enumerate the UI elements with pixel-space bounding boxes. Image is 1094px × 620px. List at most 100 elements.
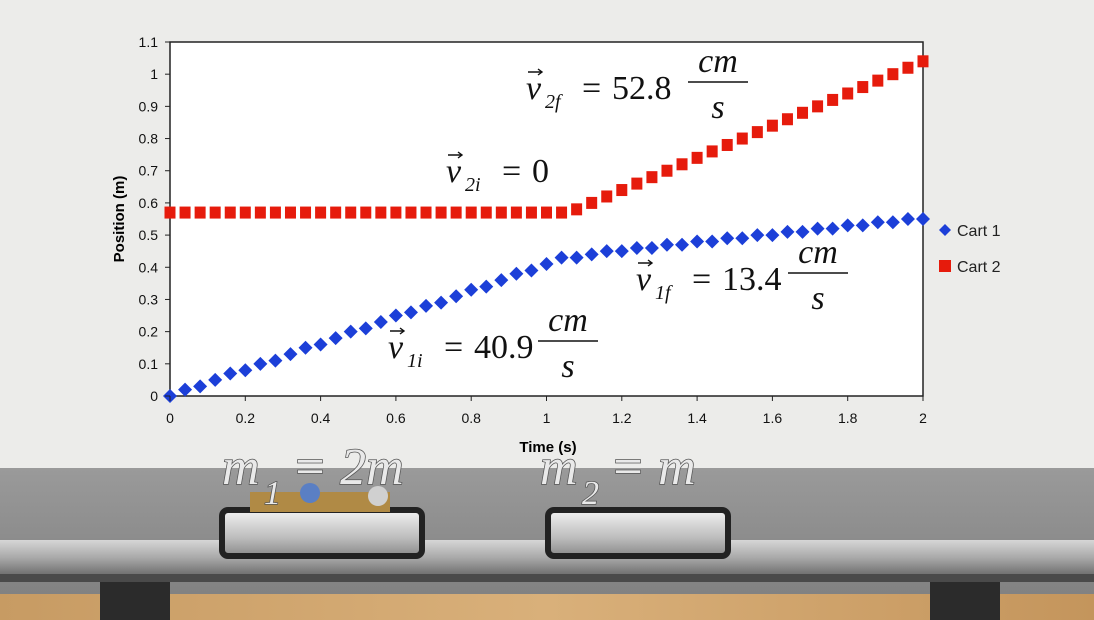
- diamond-marker: [644, 240, 659, 255]
- square-marker: [541, 206, 552, 219]
- equals-sign: =: [582, 70, 601, 107]
- plot-area: [170, 42, 923, 396]
- diamond-marker: [193, 379, 208, 394]
- vector-subscript: 2f: [545, 91, 563, 113]
- diamond-marker: [479, 279, 494, 294]
- y-tick-label: 0: [150, 388, 158, 404]
- square-marker: [827, 93, 839, 106]
- vector-symbol: v: [446, 153, 462, 190]
- legend-label: Cart 1: [957, 223, 1001, 240]
- unit-denominator: s: [561, 348, 574, 385]
- diamond-marker: [313, 337, 328, 352]
- square-marker: [631, 177, 643, 190]
- fit-line: [605, 136, 745, 192]
- diamond-marker: [584, 247, 599, 262]
- diamond-marker: [916, 212, 930, 226]
- square-marker: [676, 158, 688, 171]
- diamond-marker: [268, 353, 283, 368]
- legend-item: Cart 2: [939, 259, 1001, 276]
- diamond-marker: [554, 250, 569, 265]
- square-marker: [465, 206, 477, 219]
- diamond-marker: [403, 305, 418, 320]
- x-tick-label: 1.8: [838, 410, 858, 426]
- square-marker: [646, 171, 658, 184]
- velocity-value: 52.8: [612, 70, 672, 107]
- x-tick-label: 1.6: [763, 410, 783, 426]
- unit-numerator: cm: [698, 43, 738, 80]
- diamond-marker: [238, 363, 253, 378]
- y-axis-title: Position (m): [111, 176, 128, 263]
- diamond-marker: [659, 237, 674, 252]
- diamond-marker: [358, 321, 373, 336]
- square-marker: [917, 55, 929, 68]
- square-marker: [435, 206, 447, 219]
- diamond-marker: [810, 221, 825, 236]
- diamond-marker: [208, 372, 223, 387]
- square-marker: [330, 206, 342, 219]
- equals-sign: =: [444, 329, 463, 366]
- equals-sign: =: [692, 261, 711, 298]
- track-foot: [100, 582, 170, 620]
- square-marker: [315, 206, 327, 219]
- velocity-annotation: v 1f = 13.4 cm s: [636, 234, 848, 317]
- diamond-marker: [599, 244, 614, 259]
- square-marker: [721, 138, 733, 151]
- vector-subscript: 2i: [465, 174, 481, 196]
- square-marker: [872, 74, 884, 87]
- square-marker: [812, 100, 824, 113]
- diamond-marker: [885, 215, 900, 230]
- y-tick-label: 0.2: [139, 324, 159, 340]
- square-marker: [480, 206, 492, 219]
- velocity-value: 0: [532, 153, 549, 190]
- velocity-value: 40.9: [474, 329, 534, 366]
- y-tick-label: 0.1: [139, 356, 159, 372]
- square-marker: [390, 206, 402, 219]
- square-marker: [797, 106, 809, 119]
- diamond-marker: [735, 231, 750, 246]
- square-marker: [510, 206, 522, 219]
- diamond-marker: [705, 234, 720, 249]
- diamond-marker: [675, 237, 690, 252]
- square-marker: [269, 206, 281, 219]
- legend-swatch: [939, 260, 951, 272]
- equals-sign: =: [502, 153, 521, 190]
- square-marker: [706, 145, 718, 158]
- unit-denominator: s: [811, 280, 824, 317]
- diamond-marker: [765, 228, 780, 243]
- diamond-marker: [720, 231, 735, 246]
- square-marker: [254, 206, 266, 219]
- y-tick-label: 0.9: [139, 98, 159, 114]
- unit-numerator: cm: [798, 234, 838, 271]
- diamond-marker: [690, 234, 705, 249]
- x-axis-title: Time (s): [519, 439, 576, 456]
- mass-label: m 2 = m: [539, 438, 696, 513]
- diamond-marker: [449, 289, 464, 304]
- square-marker: [616, 184, 628, 197]
- diamond-marker: [524, 263, 539, 278]
- square-marker: [405, 206, 417, 219]
- square-marker: [224, 206, 236, 219]
- y-tick-label: 0.4: [139, 259, 159, 275]
- square-marker: [857, 81, 869, 94]
- mass-subscript: 2: [582, 475, 599, 512]
- diamond-marker: [509, 266, 524, 281]
- diamond-marker: [343, 324, 358, 339]
- diamond-marker: [388, 308, 403, 323]
- velocity-annotation: v 2f = 52.8 cm s: [526, 43, 748, 126]
- vector-symbol: v: [388, 329, 404, 366]
- square-marker: [194, 206, 206, 219]
- diamond-marker: [283, 347, 298, 362]
- track-edge: [0, 574, 1094, 582]
- x-tick-label: 1.2: [612, 410, 632, 426]
- x-tick-label: 0: [166, 410, 174, 426]
- square-marker: [164, 206, 176, 219]
- x-tick-label: 1.4: [687, 410, 707, 426]
- y-tick-label: 0.5: [139, 227, 159, 243]
- y-tick-label: 0.3: [139, 291, 159, 307]
- square-marker: [556, 206, 568, 219]
- cart-2: [545, 507, 731, 559]
- diamond-marker: [494, 273, 509, 288]
- diamond-marker: [750, 228, 765, 243]
